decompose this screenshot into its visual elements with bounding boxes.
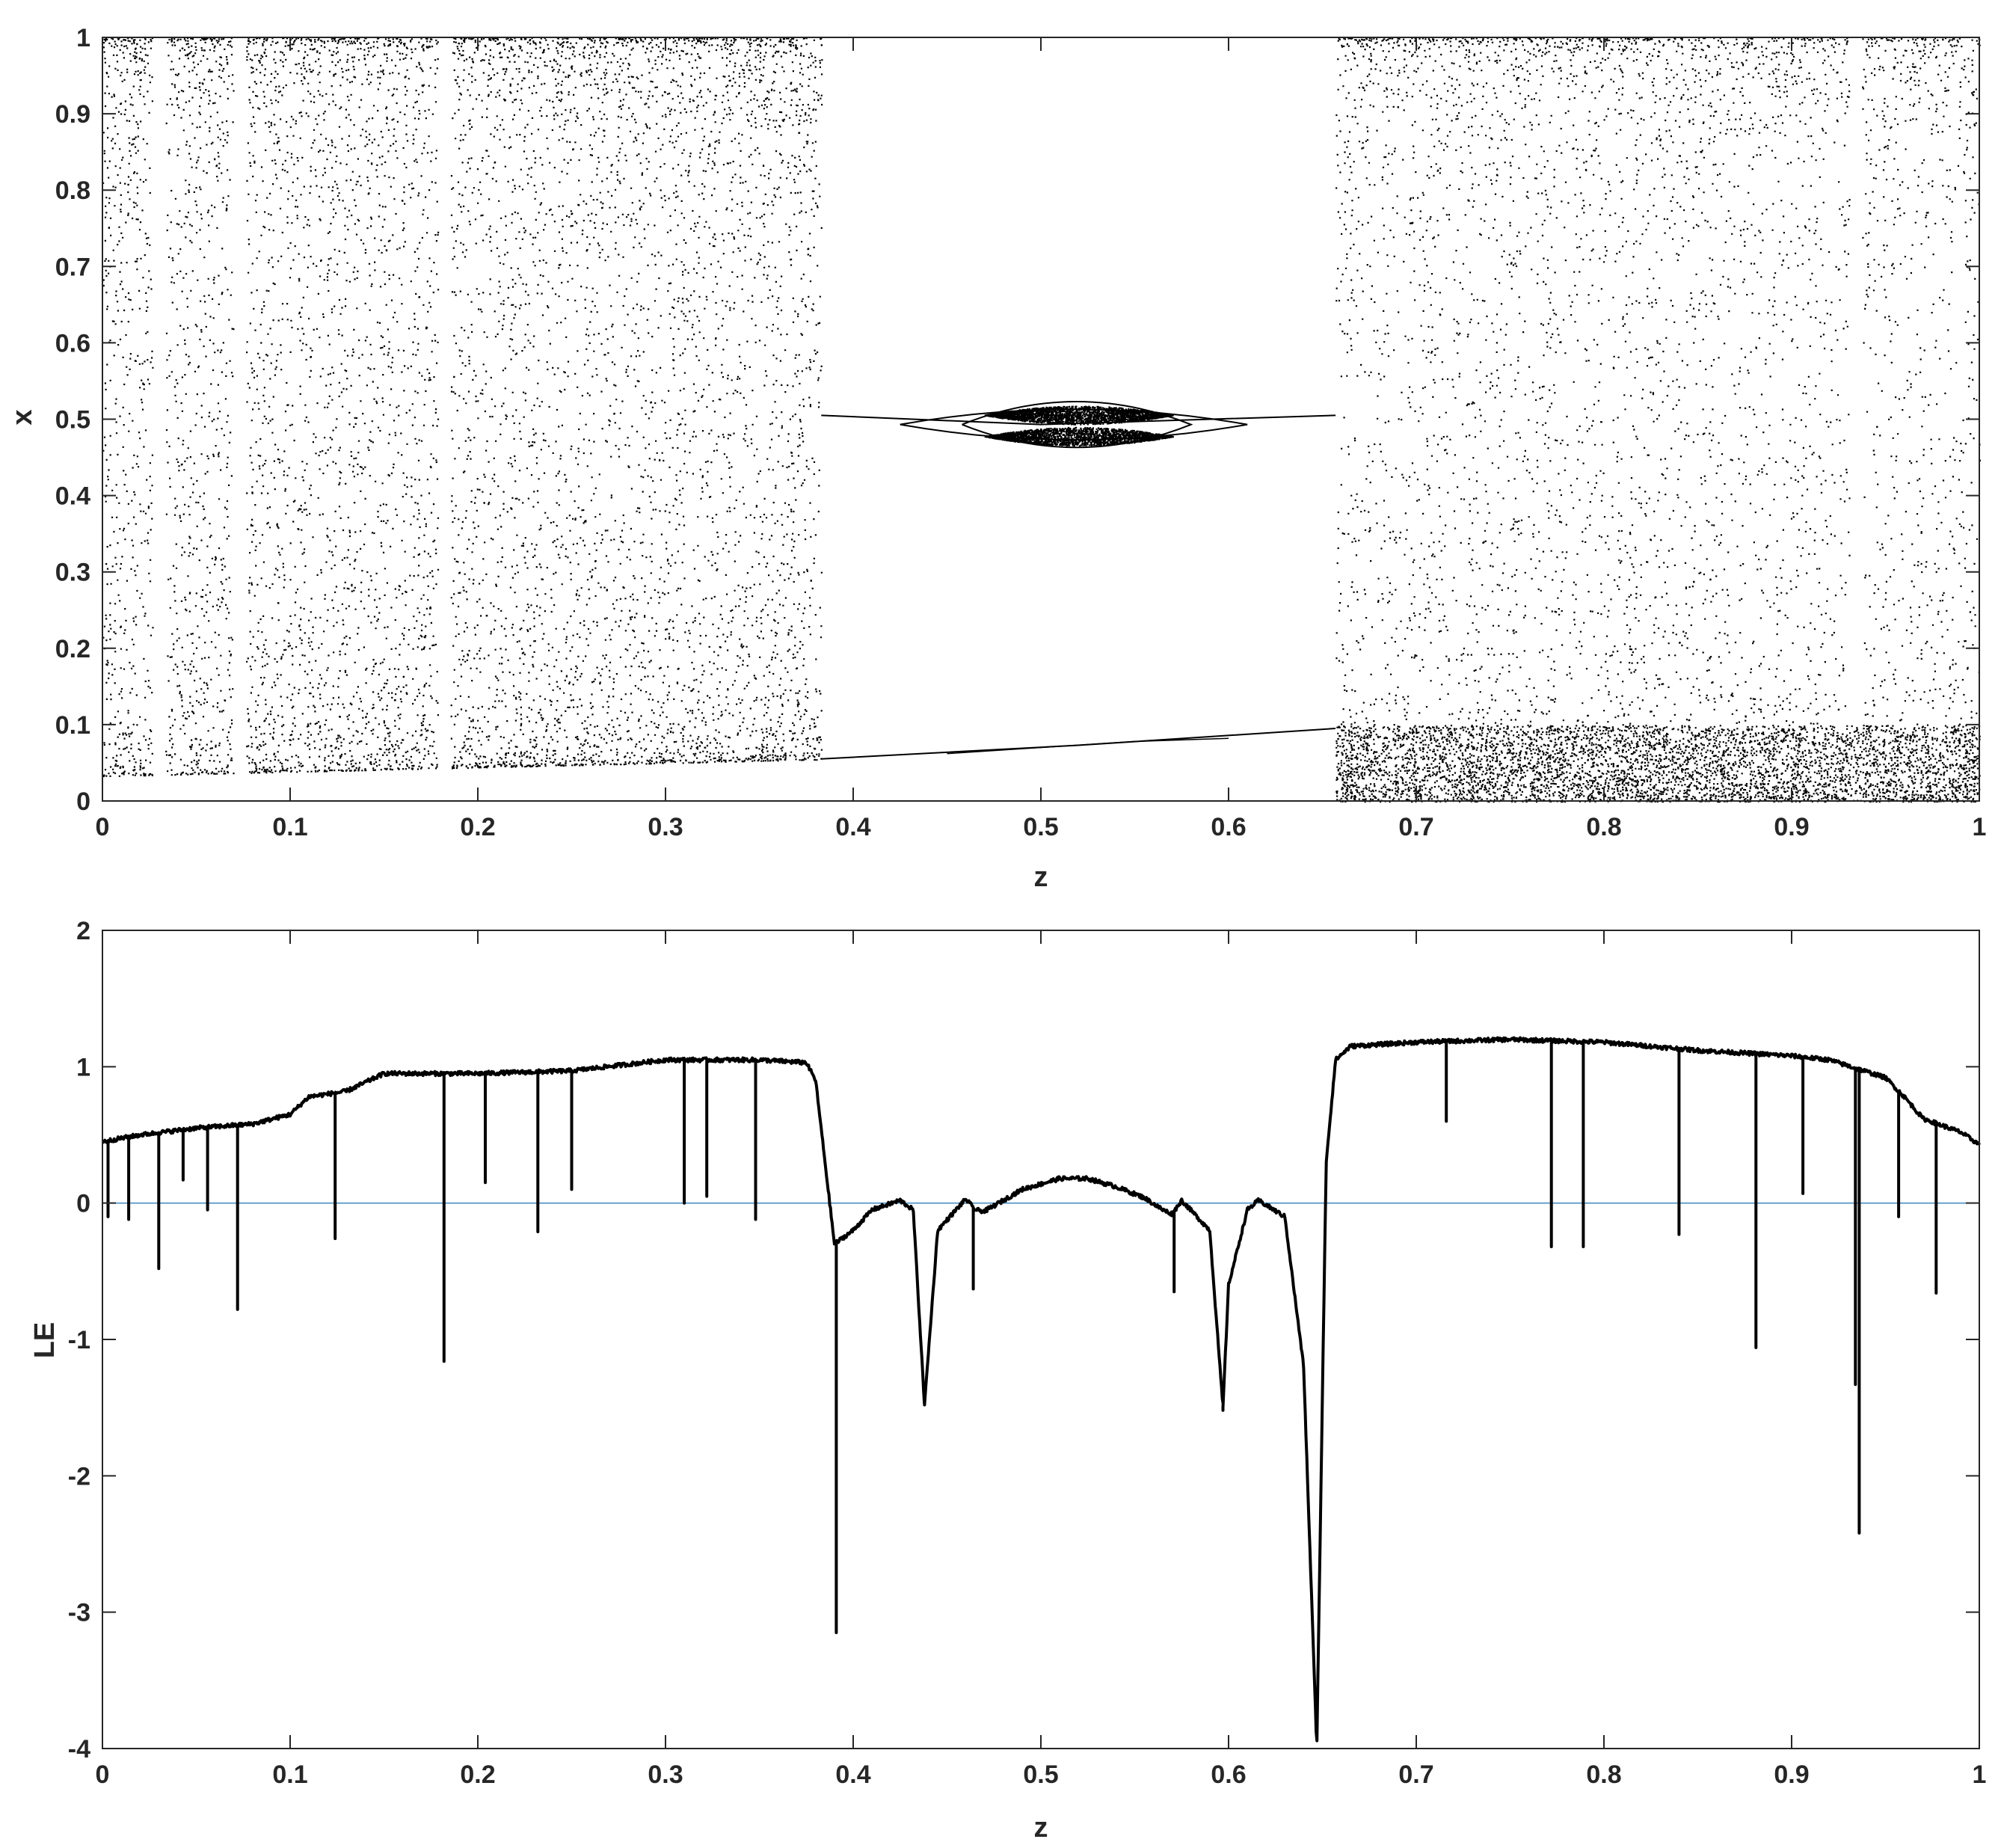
bifurcation-points <box>102 37 1981 803</box>
bifurcation-x-tick-label: 0.8 <box>1586 813 1621 841</box>
bifurcation-y-tick-label: 0.2 <box>55 635 90 663</box>
lower-periodic-branch <box>821 728 1336 760</box>
bifurcation-x-tick-label: 0.6 <box>1211 813 1246 841</box>
lower-bundle-line <box>947 737 1229 755</box>
window-chaotic-core <box>984 405 1174 447</box>
bifurcation-y-tick-label: 0.7 <box>55 253 90 281</box>
lyapunov-exponent-line <box>102 1036 1981 1743</box>
lyapunov-x-tick-label: 0.1 <box>272 1760 307 1789</box>
lyapunov-y-tick-label: 0 <box>76 1190 90 1218</box>
lyapunov-y-tick-label: -4 <box>68 1735 90 1763</box>
bifurcation-x-tick-label: 0.1 <box>272 813 307 841</box>
periodic-window-branches <box>821 401 1336 760</box>
chaotic-point-cloud <box>102 37 1981 803</box>
bifurcation-x-tick-label: 0.4 <box>835 813 870 841</box>
lyapunov-x-tick-label: 0.4 <box>835 1760 870 1789</box>
lyapunov-y-tick-label: -1 <box>68 1326 90 1354</box>
bifurcation-x-tick-label: 0.2 <box>460 813 495 841</box>
lyapunov-x-tick-label: 0.8 <box>1586 1760 1621 1789</box>
lyapunov-y-tick-label: 2 <box>76 917 90 945</box>
lyapunov-x-tick-label: 0.5 <box>1023 1760 1058 1789</box>
bifurcation-y-tick-label: 0.5 <box>55 406 90 435</box>
lyapunov-axis-ticks: 0 0.1 0.2 0.3 0.4 0.5 0.6 0.7 0.8 0.9 1 -4 -3 -2 -1 0 1 2 <box>68 917 1987 1789</box>
lyapunov-x-tick-label: 0.3 <box>648 1760 683 1789</box>
lyapunov-y-tick-label: 1 <box>76 1053 90 1081</box>
lyapunov-x-tick-label: 0 <box>96 1760 110 1789</box>
bifurcation-x-tick-label: 0 <box>96 813 110 841</box>
bifurcation-plot: 0 0.1 0.2 0.3 0.4 0.5 0.6 0.7 0.8 0.9 1 0 0.1 0.2 0.3 0… <box>7 24 1986 893</box>
lyapunov-y-tick-label: -2 <box>68 1462 90 1491</box>
lyapunov-x-tick-label: 1 <box>1973 1760 1987 1789</box>
bifurcation-x-axis-label: z <box>1034 862 1048 893</box>
bifurcation-y-tick-label: 0.1 <box>55 711 90 740</box>
bifurcation-axis-ticks: 0 0.1 0.2 0.3 0.4 0.5 0.6 0.7 0.8 0.9 1 0 0.1 0.2 0.3 0… <box>55 24 1987 841</box>
lyapunov-plot: 0 0.1 0.2 0.3 0.4 0.5 0.6 0.7 0.8 0.9 1 -4 -3 -2 -1 0 1 2… <box>29 917 1986 1844</box>
bifurcation-x-tick-label: 0.9 <box>1774 813 1809 841</box>
lyapunov-x-tick-label: 0.6 <box>1211 1760 1246 1789</box>
lyapunov-x-tick-label: 0.2 <box>460 1760 495 1789</box>
lyapunov-y-tick-label: -3 <box>68 1599 90 1627</box>
bifurcation-x-tick-label: 1 <box>1973 813 1987 841</box>
bifurcation-y-tick-label: 0 <box>76 788 90 816</box>
bifurcation-x-tick-label: 0.7 <box>1398 813 1433 841</box>
lyapunov-x-tick-label: 0.7 <box>1398 1760 1433 1789</box>
bifurcation-y-tick-label: 1 <box>76 24 90 52</box>
bifurcation-y-tick-label: 0.8 <box>55 176 90 205</box>
bifurcation-y-tick-label: 0.6 <box>55 329 90 357</box>
bifurcation-y-tick-label: 0.4 <box>55 482 90 511</box>
bifurcation-y-tick-label: 0.3 <box>55 559 90 587</box>
lyapunov-y-axis-label: LE <box>29 1322 61 1359</box>
bifurcation-y-axis-label: x <box>7 409 38 425</box>
lyapunov-x-tick-label: 0.9 <box>1774 1760 1809 1789</box>
lyapunov-x-axis-label: z <box>1034 1812 1048 1844</box>
bifurcation-y-tick-label: 0.9 <box>55 100 90 129</box>
bifurcation-x-tick-label: 0.3 <box>648 813 683 841</box>
upper-periodic-branch <box>821 414 1336 426</box>
bifurcation-x-tick-label: 0.5 <box>1023 813 1058 841</box>
